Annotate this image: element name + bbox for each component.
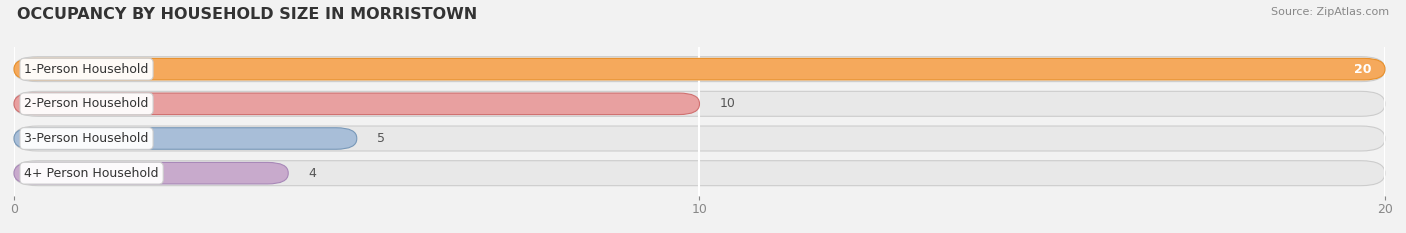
Text: 1-Person Household: 1-Person Household [24,63,149,76]
Text: 4: 4 [309,167,316,180]
FancyBboxPatch shape [14,126,1385,151]
FancyBboxPatch shape [14,58,1385,80]
Text: 20: 20 [1354,63,1371,76]
Text: OCCUPANCY BY HOUSEHOLD SIZE IN MORRISTOWN: OCCUPANCY BY HOUSEHOLD SIZE IN MORRISTOW… [17,7,477,22]
FancyBboxPatch shape [14,162,288,184]
Text: 10: 10 [720,97,735,110]
FancyBboxPatch shape [14,93,700,115]
FancyBboxPatch shape [14,161,1385,186]
Text: 3-Person Household: 3-Person Household [24,132,149,145]
Text: 5: 5 [377,132,385,145]
FancyBboxPatch shape [14,57,1385,82]
Text: Source: ZipAtlas.com: Source: ZipAtlas.com [1271,7,1389,17]
FancyBboxPatch shape [14,91,1385,116]
Text: 4+ Person Household: 4+ Person Household [24,167,159,180]
FancyBboxPatch shape [14,128,357,149]
Text: 2-Person Household: 2-Person Household [24,97,149,110]
